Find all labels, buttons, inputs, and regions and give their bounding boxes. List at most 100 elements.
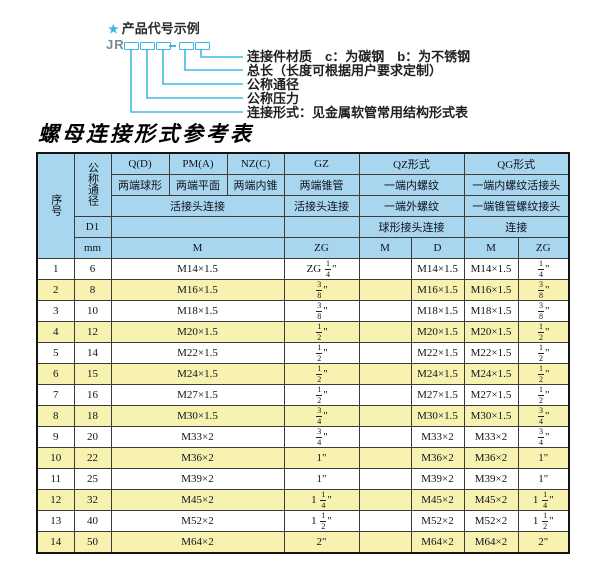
table-title: 螺母连接形式参考表 [38,122,254,146]
cell-qg-m: M39×2 [463,468,519,490]
table-row: 14 50 M64×2 2" M64×2 M64×2 2" [36,531,570,554]
table-row: 7 16 M27×1.5 1 2 " M27×1.5 M27×1.5 1 2 " [36,384,570,406]
unit-qg-zg: ZG [517,237,570,259]
cell-seq: 1 [36,258,75,280]
group-qz: QZ形式 [358,152,465,175]
cell-qz-d: M52×2 [410,510,465,532]
cell-qg-zg: 1 2 " [517,363,570,385]
cell-qg-m: M16×1.5 [463,279,519,301]
cell-gz-zg: 1 2 " [283,321,360,343]
cell-gz-zg: 1 2 " [283,384,360,406]
cell-diameter-mm: 50 [73,531,112,554]
cell-qz-m [358,279,412,301]
cell-qz-m [358,405,412,427]
subconnection-qz: 球形接头连接 [358,216,465,238]
code-box-pressure [140,42,155,50]
cell-gz-zg: 2" [283,531,360,554]
cell-thread-m: M22×1.5 [110,342,285,364]
cell-thread-m: M24×1.5 [110,363,285,385]
cell-qg-zg: 1 1 2 " [517,510,570,532]
cell-diameter-mm: 6 [73,258,112,280]
cell-qg-zg: 3 8 " [517,300,570,322]
cell-qg-zg: 1" [517,468,570,490]
group-gz: GZ [283,152,360,175]
cell-gz-zg: 3 4 " [283,426,360,448]
cell-qz-m [358,321,412,343]
unit-m-wide: M [110,237,285,259]
cell-thread-m: M20×1.5 [110,321,285,343]
nut-connection-table: 序号 公称通径 Q(D) PM(A) NZ(C) GZ QZ形式 QG形式 两端… [36,152,570,554]
cell-qz-d: M20×1.5 [410,321,465,343]
cell-thread-m: M27×1.5 [110,384,285,406]
cell-qg-m: M52×2 [463,510,519,532]
cell-qg-m: M14×1.5 [463,258,519,280]
product-code-diagram: ★产品代号示例 JR — 连接件材质 c：为碳钢 b：为不锈钢 总长（长度可根据… [0,0,600,122]
cell-seq: 7 [36,384,75,406]
cell-qg-m: M22×1.5 [463,342,519,364]
blank-cell [283,216,360,238]
cell-qg-zg: 3 4 " [517,426,570,448]
cell-gz-zg: 3 4 " [283,405,360,427]
cell-gz-zg: 1 2 " [283,342,360,364]
cell-qg-zg: 3 4 " [517,405,570,427]
table-row: 13 40 M52×2 1 1 2 " M52×2 M52×2 1 1 2 " [36,510,570,532]
cell-qz-d: M14×1.5 [410,258,465,280]
cell-qg-m: M36×2 [463,447,519,469]
cell-qz-d: M39×2 [410,468,465,490]
cell-qz-m [358,489,412,511]
cell-diameter-mm: 40 [73,510,112,532]
label-length: 总长（长度可根据用户要求定制） [247,63,443,78]
star-icon: ★ [108,22,119,36]
cell-qg-zg: 1 4 " [517,258,570,280]
cell-diameter-mm: 15 [73,363,112,385]
cell-qz-m [358,258,412,280]
cell-qz-d: M30×1.5 [410,405,465,427]
cell-qg-m: M27×1.5 [463,384,519,406]
cell-qz-d: M24×1.5 [410,363,465,385]
cell-qg-zg: 1" [517,447,570,469]
table-row: 11 25 M39×2 1" M39×2 M39×2 1" [36,468,570,490]
cell-qz-m [358,426,412,448]
cell-diameter-mm: 25 [73,468,112,490]
type-gz: 两端锥管 [283,174,360,196]
cell-gz-zg: 3 8 " [283,279,360,301]
cell-thread-m: M39×2 [110,468,285,490]
table-row: 9 20 M33×2 3 4 " M33×2 M33×2 3 4 " [36,426,570,448]
cell-qz-m [358,510,412,532]
code-box-length [179,42,194,50]
cell-qz-d: M27×1.5 [410,384,465,406]
cell-qg-m: M33×2 [463,426,519,448]
cell-gz-zg: 1" [283,468,360,490]
cell-thread-m: M18×1.5 [110,300,285,322]
group-qg: QG形式 [463,152,570,175]
cell-qz-m [358,468,412,490]
cell-qz-d: M16×1.5 [410,279,465,301]
type-qd: 两端球形 [110,174,170,196]
cell-seq: 13 [36,510,75,532]
cell-gz-zg: 3 8 " [283,300,360,322]
table-row: 12 32 M45×2 1 1 4 " M45×2 M45×2 1 1 4 " [36,489,570,511]
connection-gz: 活接头连接 [283,195,360,217]
cell-gz-zg: ZG 1 4 " [283,258,360,280]
cell-seq: 14 [36,531,75,554]
cell-qg-zg: 3 8 " [517,279,570,301]
table-header: 序号 公称通径 Q(D) PM(A) NZ(C) GZ QZ形式 QG形式 两端… [36,152,570,259]
diagram-heading: ★ 产品代号示例 [108,18,200,37]
cell-diameter-mm: 10 [73,300,112,322]
cell-gz-zg: 1 1 4 " [283,489,360,511]
connection-union: 活接头连接 [110,195,285,217]
table-row: 6 15 M24×1.5 1 2 " M24×1.5 M24×1.5 1 2 " [36,363,570,385]
cell-diameter-mm: 16 [73,384,112,406]
unit-qg-m: M [463,237,519,259]
cell-qz-m [358,447,412,469]
